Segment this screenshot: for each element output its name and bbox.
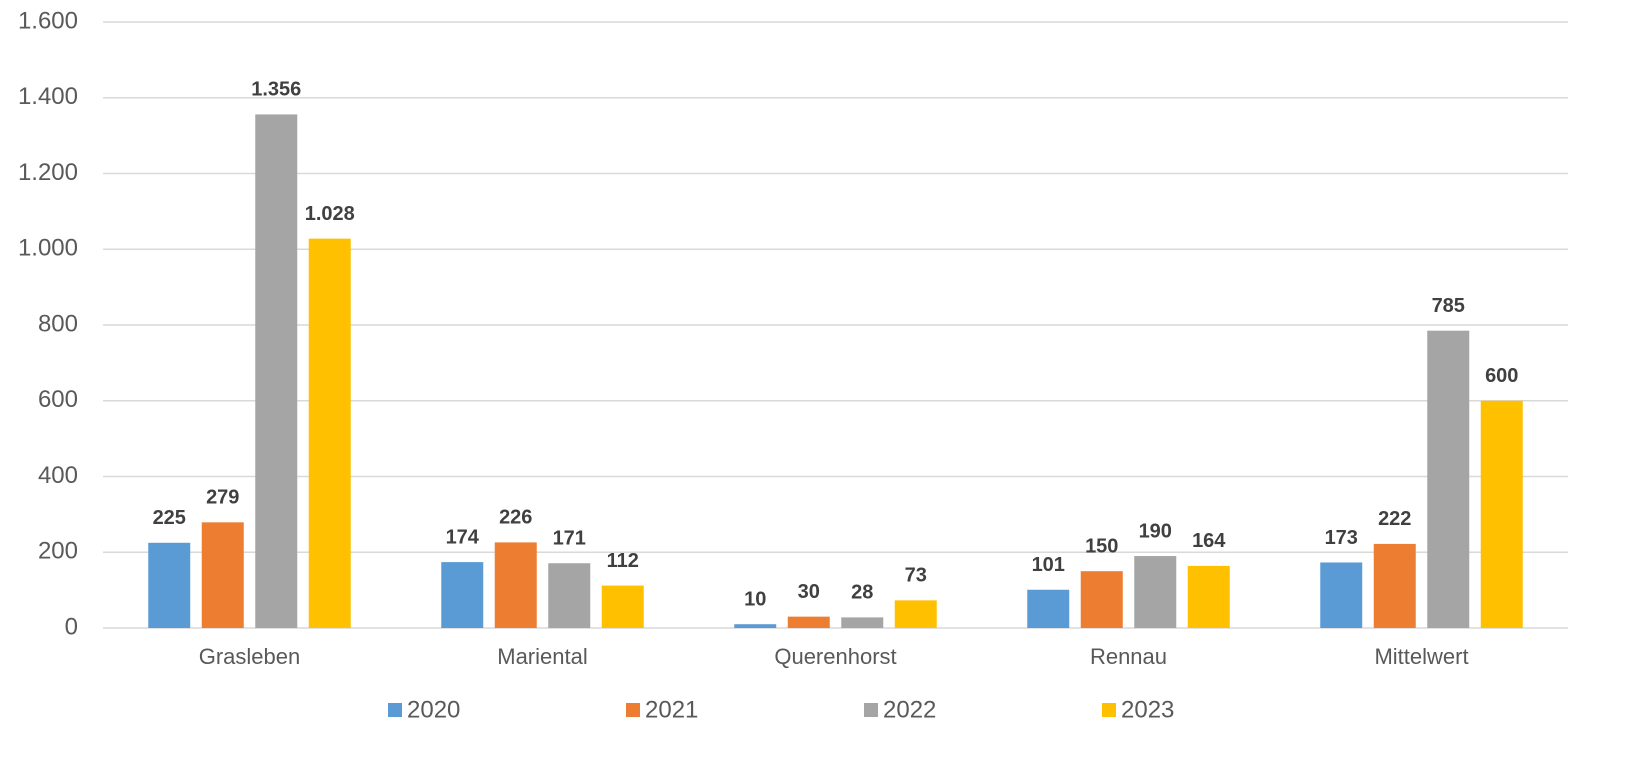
legend-label: 2021 — [645, 696, 698, 723]
value-label: 190 — [1139, 520, 1172, 542]
legend-label: 2022 — [883, 696, 936, 723]
value-label: 226 — [499, 507, 532, 529]
bar — [494, 542, 537, 628]
bar — [1373, 543, 1416, 628]
value-label: 1.356 — [251, 79, 301, 101]
value-label: 30 — [798, 581, 820, 603]
legend-swatch — [626, 703, 640, 717]
value-label: 73 — [905, 565, 927, 587]
bar — [255, 114, 298, 629]
y-tick-label: 600 — [38, 386, 78, 413]
value-label: 279 — [206, 487, 239, 509]
value-label: 225 — [153, 507, 186, 529]
y-tick-label: 400 — [38, 462, 78, 489]
bar — [548, 563, 591, 628]
x-tick-label: Grasleben — [199, 644, 301, 669]
x-tick-label: Rennau — [1090, 644, 1167, 669]
legend-label: 2023 — [1121, 696, 1174, 723]
bar — [308, 238, 351, 628]
y-tick-label: 800 — [38, 310, 78, 337]
value-label: 112 — [607, 550, 639, 572]
legend-swatch — [1102, 703, 1116, 717]
value-label: 174 — [446, 526, 480, 548]
bar — [1027, 589, 1070, 628]
x-tick-label: Mittelwert — [1374, 644, 1468, 669]
bar — [1080, 571, 1123, 628]
y-tick-label: 1.000 — [18, 235, 78, 262]
x-tick-label: Querenhorst — [774, 644, 896, 669]
y-tick-label: 1.600 — [18, 7, 78, 34]
legend-label: 2020 — [407, 696, 460, 723]
bar — [734, 624, 777, 628]
y-tick-label: 200 — [38, 538, 78, 565]
legend-swatch — [388, 703, 402, 717]
value-label: 164 — [1192, 530, 1226, 552]
bar — [1320, 562, 1363, 628]
value-label: 28 — [851, 582, 873, 604]
value-label: 785 — [1432, 295, 1465, 317]
bar — [148, 542, 191, 628]
bar — [1187, 565, 1230, 628]
value-label: 1.028 — [305, 203, 355, 225]
bar — [1427, 330, 1470, 628]
x-tick-label: Mariental — [497, 644, 587, 669]
value-label: 10 — [744, 588, 766, 610]
bar — [787, 616, 830, 628]
bar — [441, 562, 484, 628]
bar — [841, 617, 884, 628]
value-label: 600 — [1485, 365, 1518, 387]
y-tick-label: 1.400 — [18, 83, 78, 110]
y-tick-label: 0 — [65, 613, 78, 640]
bar — [1480, 400, 1523, 628]
bar — [1134, 556, 1177, 628]
value-label: 101 — [1032, 554, 1065, 576]
y-tick-label: 1.200 — [18, 159, 78, 186]
value-label: 171 — [553, 528, 586, 550]
value-label: 173 — [1325, 527, 1358, 549]
bar — [894, 600, 937, 628]
bar — [201, 522, 244, 628]
legend-swatch — [864, 703, 878, 717]
bar — [601, 585, 644, 628]
value-label: 222 — [1378, 508, 1411, 530]
value-label: 150 — [1085, 535, 1118, 557]
